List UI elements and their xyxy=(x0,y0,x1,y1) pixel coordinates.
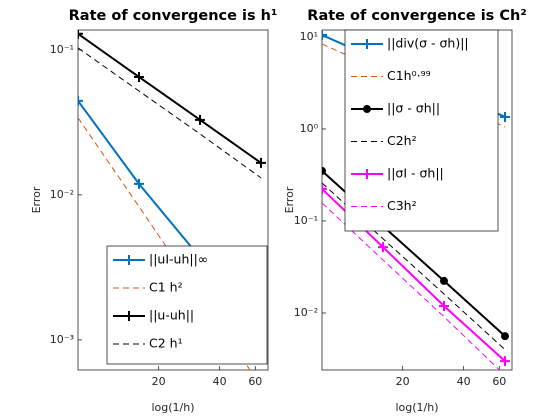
x-tick-label: 40 xyxy=(457,375,471,388)
marker xyxy=(438,301,449,312)
marker xyxy=(439,276,448,285)
y-axis-label: Error xyxy=(30,186,43,213)
chart-title: Rate of convergence is h¹ xyxy=(69,8,278,24)
marker xyxy=(322,30,327,41)
y-tick-label: 10⁻¹ xyxy=(294,214,318,227)
series-line xyxy=(78,47,262,179)
legend-label: C2h² xyxy=(387,133,417,148)
legend-label: C3h² xyxy=(387,198,417,213)
marker xyxy=(124,311,134,321)
chart-title: Rate of convergence is Ch² xyxy=(307,8,526,24)
legend-label: ||u-uh|| xyxy=(149,308,194,323)
legend-label: ||uI-uh||∞ xyxy=(149,252,208,267)
marker xyxy=(499,111,510,122)
marker xyxy=(322,166,326,175)
marker xyxy=(322,183,327,194)
marker xyxy=(362,169,372,179)
legend-label: C1h⁰·⁹⁹ xyxy=(387,68,431,83)
x-tick-label: 40 xyxy=(213,375,227,388)
marker xyxy=(133,71,144,82)
y-tick-label: 10⁰ xyxy=(300,122,319,135)
series-line xyxy=(78,32,262,164)
marker xyxy=(124,255,134,265)
y-tick-label: 10⁻¹ xyxy=(50,43,74,56)
x-tick-label: 60 xyxy=(248,375,262,388)
legend-label: C1 h² xyxy=(149,280,183,295)
series-line xyxy=(322,202,501,370)
marker xyxy=(78,30,83,39)
marker xyxy=(78,95,83,106)
x-axis-label: log(1/h) xyxy=(395,401,438,414)
marker xyxy=(363,105,371,113)
y-tick-label: 10⁻² xyxy=(50,188,74,201)
legend-label: ||σI - σh|| xyxy=(387,166,444,181)
marker xyxy=(499,356,510,367)
y-tick-label: 10¹ xyxy=(300,30,318,43)
legend-label: C2 h¹ xyxy=(149,336,183,351)
marker xyxy=(133,178,144,189)
marker xyxy=(194,114,205,125)
x-tick-label: 60 xyxy=(492,375,506,388)
y-tick-label: 10⁻² xyxy=(294,306,318,319)
marker xyxy=(255,157,266,168)
legend-label: ||div(σ - σh)|| xyxy=(387,36,469,51)
x-tick-label: 20 xyxy=(152,375,166,388)
legend-box xyxy=(344,29,499,232)
y-axis-label: Error xyxy=(283,186,296,213)
x-axis-label: log(1/h) xyxy=(151,401,194,414)
marker xyxy=(377,242,388,253)
marker xyxy=(500,332,509,341)
x-tick-label: 20 xyxy=(396,375,410,388)
y-tick-label: 10⁻³ xyxy=(50,333,74,346)
legend-label: ||σ - σh|| xyxy=(387,101,440,116)
marker xyxy=(362,39,372,49)
